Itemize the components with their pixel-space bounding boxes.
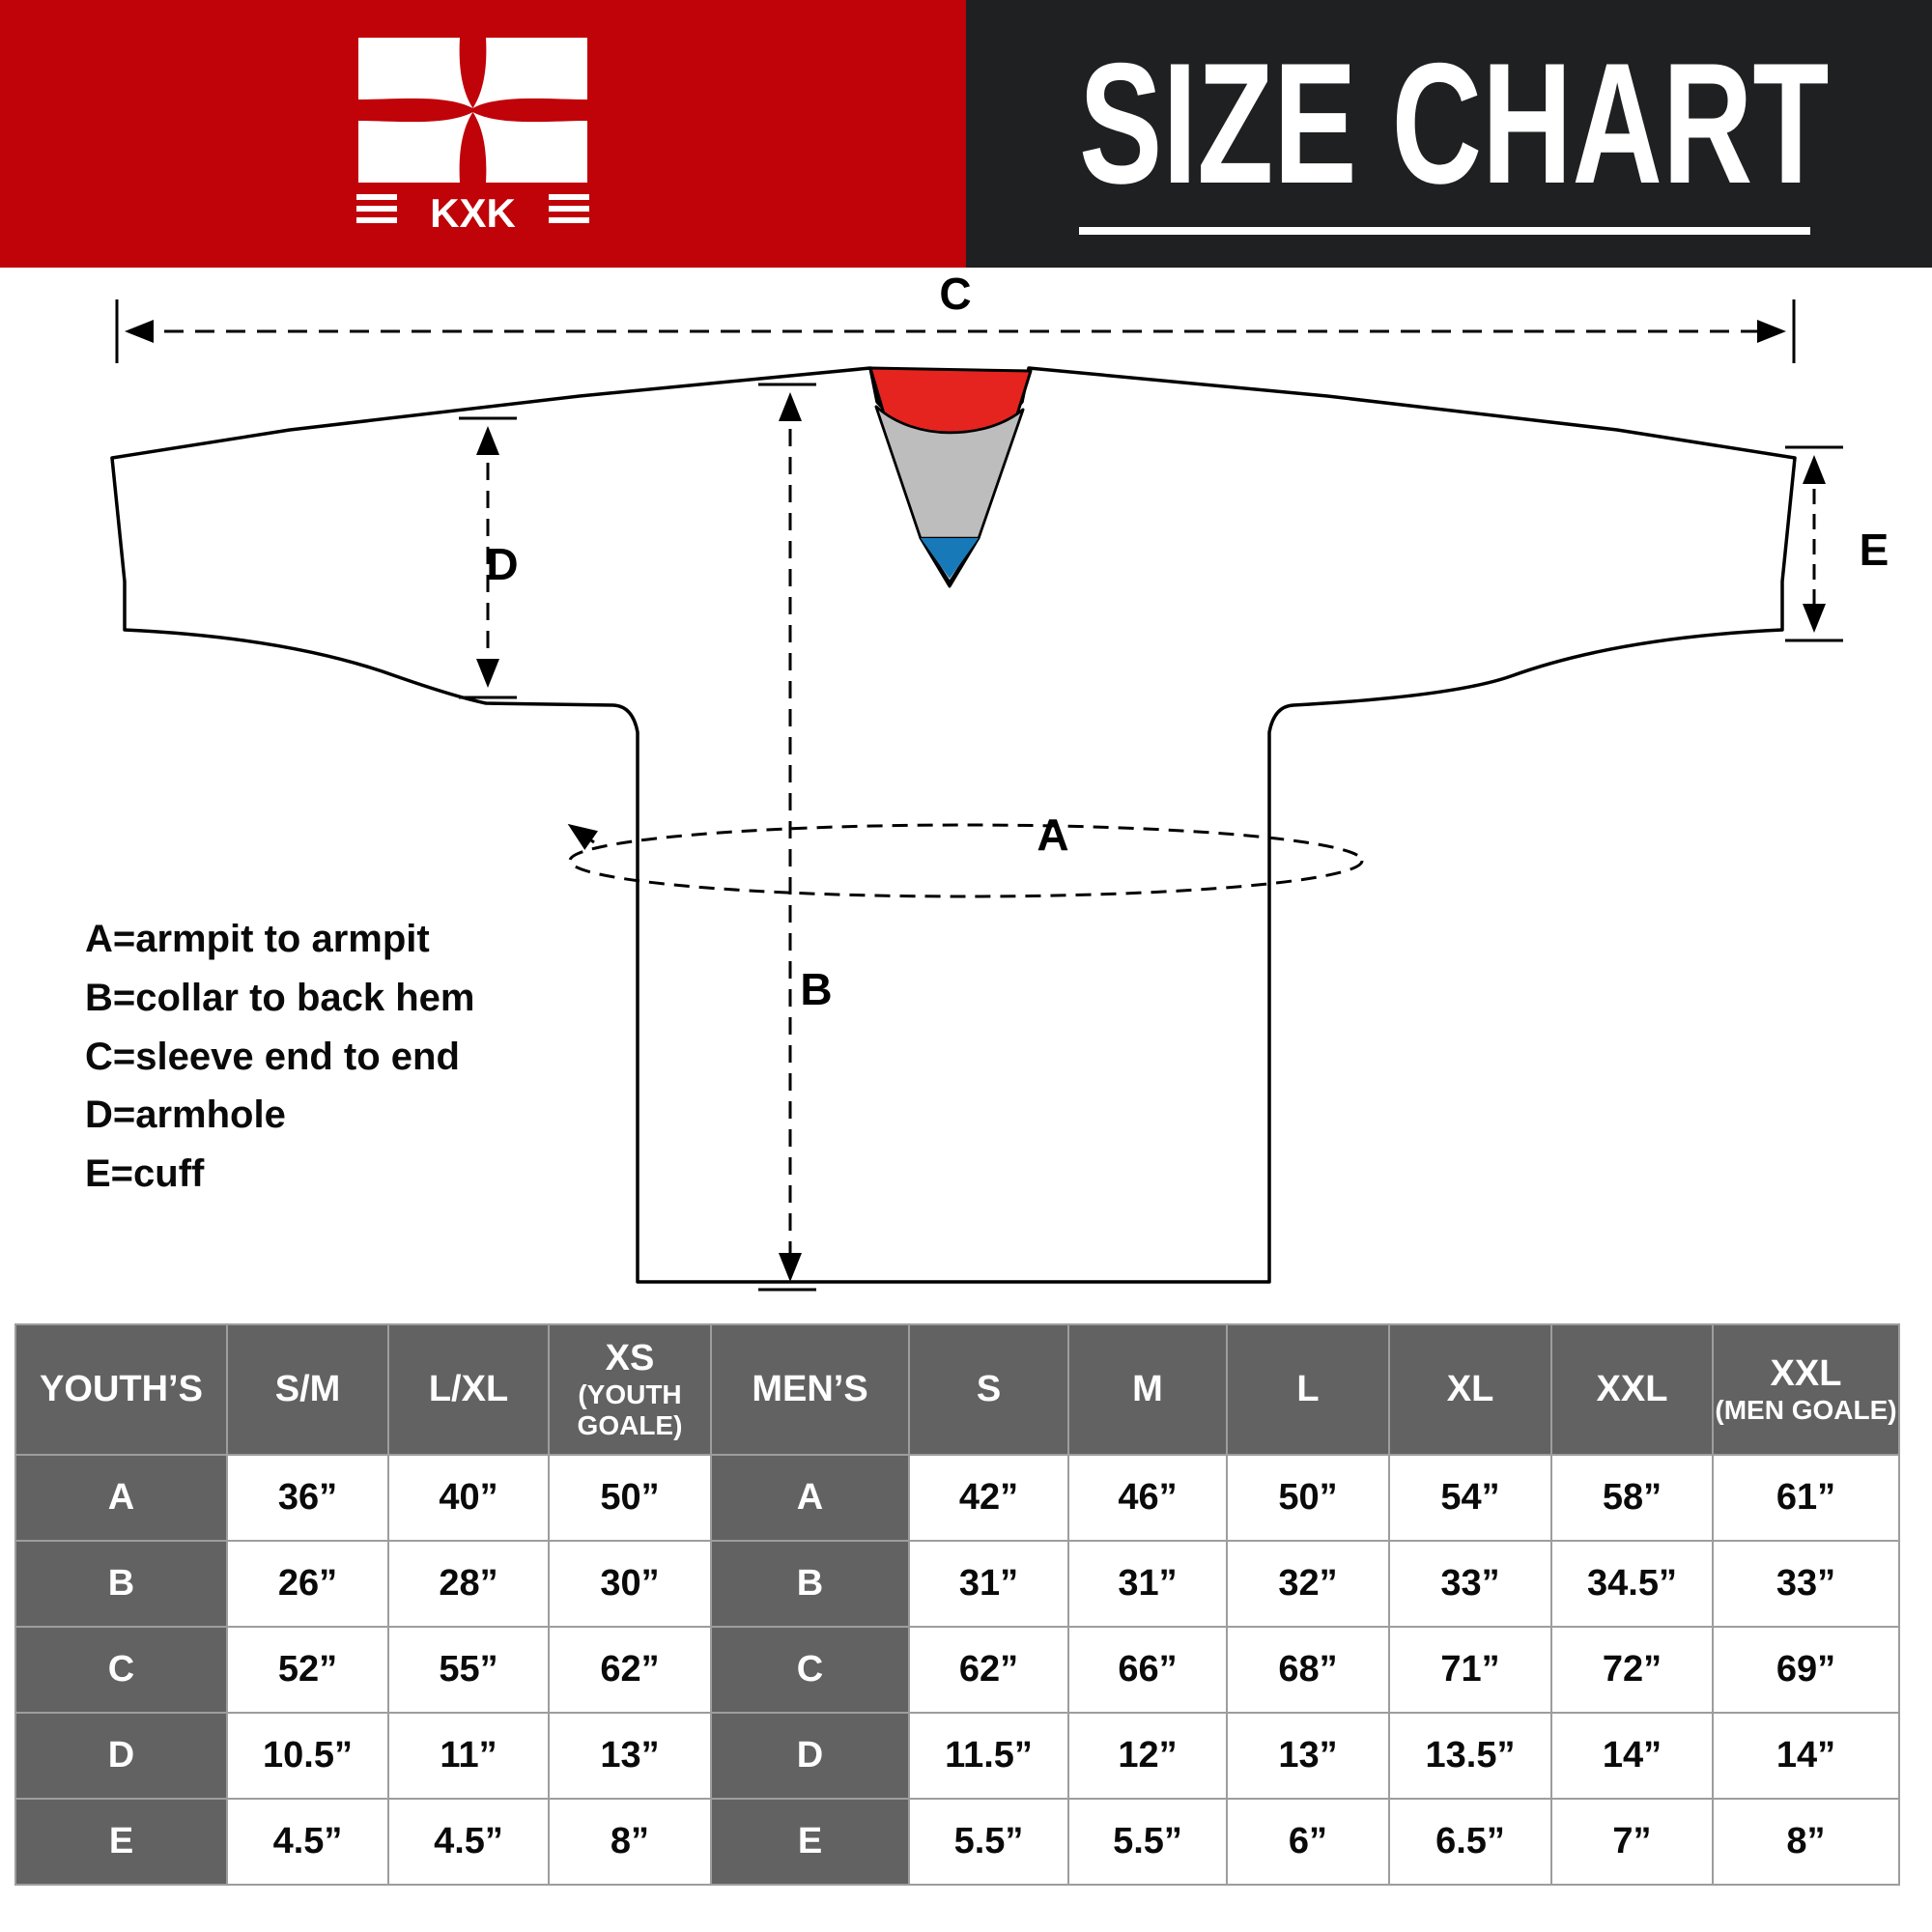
svg-text:C: C: [939, 269, 971, 319]
svg-text:E: E: [1860, 525, 1889, 575]
svg-text:D: D: [486, 539, 518, 589]
svg-text:B: B: [800, 964, 832, 1014]
svg-text:A: A: [1037, 810, 1068, 860]
